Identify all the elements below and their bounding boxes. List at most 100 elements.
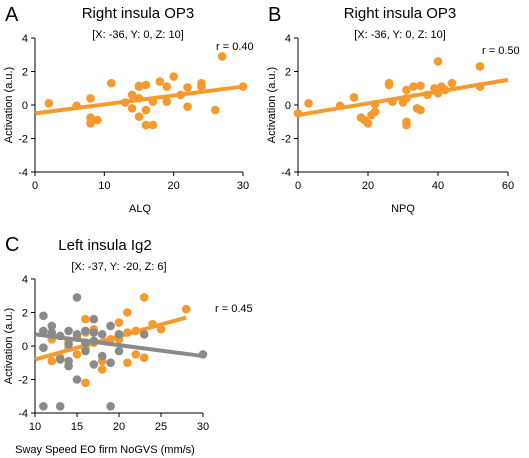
panel-c-data-point [97,329,107,339]
panel-a-data-point [210,105,220,115]
panel-c-data-point [106,402,115,411]
panel-c-data-point [55,331,65,341]
panel-c-data-point [198,350,208,359]
panel-c-data-point [106,358,115,368]
panel-c-data-point [47,356,57,366]
panel-c-y-tick-label: -2 [18,375,28,387]
panel-b-correlation: r = 0.50 [482,45,520,57]
panel-c-data-point [106,335,115,344]
panel-a-x-tick-label: 30 [237,180,249,192]
panel-b-data-point [416,105,425,115]
panel-b-data-point [475,62,485,71]
panel-a-data-point [127,90,137,100]
panel-a-y-axis-label: Activation (a.u.) [3,67,15,143]
panel-c-data-point [47,321,57,331]
panel-a-data-point [134,81,144,91]
panel-c-y-tick-label: 4 [22,274,28,286]
panel-a-data-point [141,80,151,90]
panel-c-y-tick-label: 0 [22,341,28,353]
panel-c-data-point [139,353,149,363]
panel-label-b: B [268,4,281,26]
panel-c-y-tick-label: 2 [22,308,28,320]
panel-c-data-point [64,340,73,349]
panel-a-y-tick-label: -2 [18,134,28,146]
panel-c-data-point [55,355,65,364]
panel-c-data-point [89,328,99,337]
panel-c-y-axis-label: Activation (a.u.) [3,308,15,384]
panel-label-a: A [5,4,19,26]
panel-a-data-point [106,78,116,88]
panel-a-correlation: r = 0.40 [216,41,254,53]
panel-b-x-tick-label: 20 [362,180,374,192]
panel-c: C Left insula Ig2 [X: -37, Y: -20, Z: 6]… [3,234,253,456]
panel-c-data-point [114,329,124,339]
panel-c-data-point [81,346,90,356]
panel-b-data-point [402,85,411,95]
panel-c-data-point [72,329,82,339]
panel-c-data-point [114,318,124,327]
panel-b-x-tick-label: 0 [295,180,301,192]
panel-c-data-point [81,326,90,336]
panel-c-data-point [64,326,73,336]
panel-c-data-point [89,314,99,324]
panel-b-x-tick-label: 60 [502,180,514,192]
panel-c-series-2 [34,293,208,411]
panel-a-y-tick-label: 2 [22,67,28,79]
panel-c-correlation: r = 0.45 [215,303,253,315]
panel-c-series-1 [34,293,191,388]
panel-a-x-axis-label: ALQ [129,203,151,215]
panel-c-data-point [64,361,73,371]
panel-b-data-point [433,88,443,98]
panel-b-data-point [440,85,450,95]
panel-a-x-tick-label: 0 [32,180,38,192]
panel-c-x-tick-label: 15 [71,421,83,433]
panel-a-data-point [141,120,151,130]
panel-a-data-point [217,52,227,61]
panel-c-x-tick-label: 20 [113,421,125,433]
panel-b-y-tick-label: -2 [281,134,291,146]
panel-c-data-point [106,321,115,331]
panel-c-data-point [97,365,107,374]
panel-b-data-point [335,101,345,111]
panel-b-data-point [370,99,380,109]
panel-a-data-point [44,99,54,108]
panel-a-data-point [141,105,151,115]
panel-b-data-point [402,94,411,103]
panel-a-data-point [134,112,144,122]
panel-c-data-point [81,378,90,388]
panel-b-y-tick-label: -4 [281,167,291,179]
panel-b-series-1 [293,57,509,130]
panel-c-x-axis-label: Sway Speed EO firm NoGVS (mm/s) [15,444,195,456]
panel-a-data-point [148,120,158,130]
panel-c-data-point [139,329,149,339]
panel-c-y-tick-label: -4 [18,408,28,420]
panel-a-data-point [197,78,206,88]
panel-c-data-point [131,326,141,336]
panel-b-y-tick-label: 2 [285,67,291,79]
panel-b-y-tick-label: 4 [285,33,291,45]
panel-a-data-point [155,77,165,86]
panel-c-data-point [131,350,141,359]
panel-b-data-point [433,57,443,66]
panel-c-data-point [89,360,99,369]
panel-a-data-point [162,82,172,91]
panel-c-data-point [55,402,65,411]
panel-c-data-point [139,293,149,302]
panel-label-c: C [5,234,19,256]
panel-a-data-point [176,90,185,100]
panel-c-data-point [123,328,132,337]
panel-b-data-point [475,82,485,91]
panel-a-data-point [169,72,178,81]
panel-b-x-tick-label: 40 [432,180,444,192]
panel-a-data-point [127,104,137,113]
panel-c-coordinates: [X: -37, Y: -20, Z: 6] [71,261,166,273]
panel-c-data-point [39,343,48,352]
panel-a-data-point [93,115,102,125]
panel-a-data-point [134,94,144,103]
panel-b-data-point [402,120,411,130]
panel-b-data-point [384,80,394,90]
panel-c-data-point [123,308,132,317]
panel-b-data-point [423,90,432,100]
panel-b-data-point [447,78,457,88]
